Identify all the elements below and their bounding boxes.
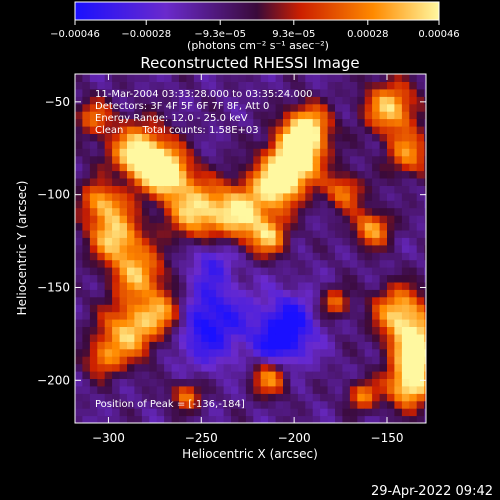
y-tick-label: −150 — [37, 280, 70, 294]
x-axis-label: Heliocentric X (arcsec) — [182, 447, 318, 461]
colorbar — [74, 1, 440, 21]
peak-position-label: Position of Peak = [-136,-184] — [95, 399, 245, 410]
x-tick-label: −250 — [185, 431, 218, 445]
colorbar-units-label: (photons cm⁻² s⁻¹ asec⁻²) — [187, 39, 329, 52]
plot-frame — [74, 73, 427, 424]
annotation-time-range: 11-Mar-2004 03:33:28.000 to 03:35:24.000 — [95, 89, 313, 100]
chart-title: Reconstructed RHESSI Image — [140, 54, 359, 72]
colorbar-ticks: −0.00046 −0.00028 −9.3e−05 9.3e−05 0.00028 0.… — [50, 20, 460, 40]
colorbar-tick-label: −0.00028 — [121, 29, 171, 40]
y-axis: −200 −150 −100 −50 — [37, 95, 426, 387]
footer-timestamp: 29-Apr-2022 09:42 — [371, 484, 493, 499]
colorbar-tick-label: −9.3e−05 — [194, 29, 246, 40]
x-tick-label: −150 — [371, 431, 404, 445]
y-tick-label: −100 — [37, 188, 70, 202]
x-tick-label: −200 — [278, 431, 311, 445]
colorbar-tick-label: 0.00046 — [418, 29, 459, 40]
heatmap — [75, 74, 426, 423]
colorbar-tick-label: 0.00028 — [347, 29, 388, 40]
x-tick-label: −300 — [92, 431, 125, 445]
y-tick-label: −200 — [37, 373, 70, 387]
annotation-energy-range: Energy Range: 12.0 - 25.0 keV — [95, 113, 248, 124]
colorbar-tick-label: −0.00046 — [50, 29, 100, 40]
y-tick-label: −50 — [45, 95, 70, 109]
annotation-clean-counts: Clean Total counts: 1.58E+03 — [95, 125, 259, 136]
annotation-detectors: Detectors: 3F 4F 5F 6F 7F 8F, Att 0 — [95, 101, 269, 112]
colorbar-tick-label: 9.3e−05 — [272, 29, 315, 40]
x-axis: −300 −250 −200 −150 — [92, 74, 404, 445]
annotations: 11-Mar-2004 03:33:28.000 to 03:35:24.000… — [95, 89, 313, 410]
y-axis-label: Heliocentric Y (arcsec) — [15, 181, 29, 316]
